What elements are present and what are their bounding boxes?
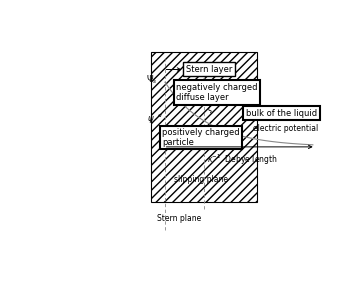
- Text: slipping plane: slipping plane: [174, 175, 228, 184]
- Text: $\psi$  $^d$: $\psi$ $^d$: [147, 112, 163, 126]
- Text: negatively charged
diffuse layer: negatively charged diffuse layer: [176, 83, 258, 102]
- Text: Stern plane: Stern plane: [157, 214, 201, 223]
- Text: positively charged
particle: positively charged particle: [162, 128, 240, 147]
- Text: Stern layer: Stern layer: [186, 65, 232, 74]
- Text: bulk of the liquid: bulk of the liquid: [246, 109, 317, 118]
- Text: electric potential: electric potential: [253, 124, 318, 134]
- Text: $\zeta$: $\zeta$: [207, 102, 214, 115]
- Text: $\Psi_s$: $\Psi_s$: [147, 74, 158, 86]
- Text: $\kappa^{-1}$  Debye length: $\kappa^{-1}$ Debye length: [207, 152, 278, 167]
- Bar: [151, 52, 257, 202]
